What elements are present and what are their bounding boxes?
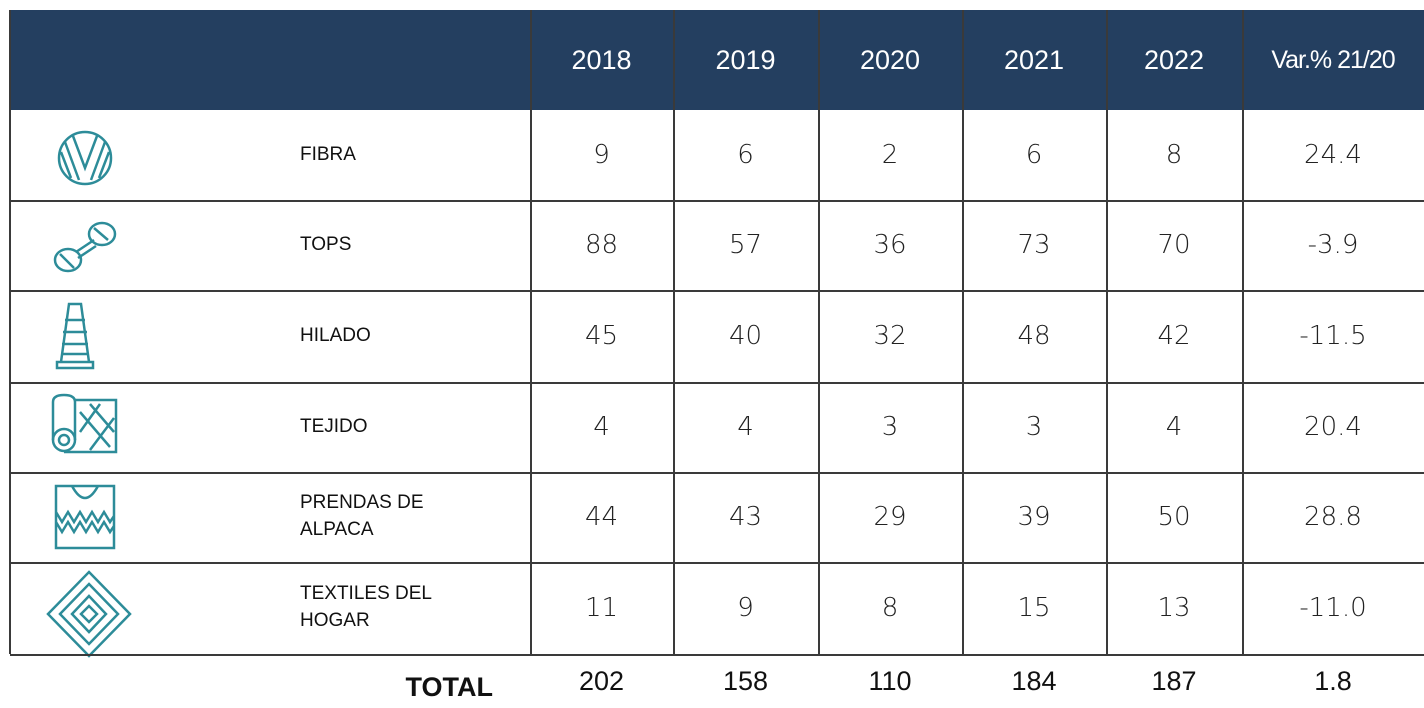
icon-fibra	[57, 130, 113, 186]
cell: 24.4	[1304, 140, 1362, 170]
cell: 40	[728, 321, 763, 351]
cell: 9	[593, 140, 610, 170]
cell: 15	[1017, 593, 1051, 623]
column-border	[818, 10, 820, 654]
icon-textiles	[46, 570, 132, 658]
column-border	[530, 10, 532, 654]
row-label: FIBRA	[300, 143, 356, 165]
cell: 8	[1165, 140, 1183, 170]
row-label: PRENDAS DE ALPACA	[300, 492, 424, 540]
cell: 4	[737, 412, 754, 442]
cell: -11.0	[1299, 593, 1367, 623]
cell: 50	[1157, 502, 1191, 532]
column-border	[1106, 10, 1108, 654]
cell: 48	[1017, 321, 1051, 351]
cell: 6	[1025, 140, 1043, 170]
header-cell: 2018	[571, 44, 632, 75]
cell: 11	[584, 593, 619, 623]
column-border	[673, 10, 675, 654]
cell: 13	[1157, 593, 1191, 623]
cell: 3	[1025, 412, 1043, 442]
row-border	[10, 382, 1424, 384]
total-cell: 187	[1151, 665, 1197, 696]
row-border	[10, 290, 1424, 292]
row-label: TEXTILES DEL HOGAR	[300, 583, 432, 631]
cell: 20.4	[1304, 412, 1362, 442]
cell: 6	[737, 140, 754, 170]
cell: -3.9	[1307, 230, 1359, 260]
cell: 2	[881, 140, 899, 170]
icon-tops	[53, 221, 117, 273]
cell: 88	[584, 230, 619, 260]
header-cell: 2022	[1143, 44, 1205, 75]
total-cell: 110	[868, 665, 912, 696]
row-label: TEJIDO	[300, 415, 368, 437]
total-cell: 1.8	[1314, 665, 1352, 696]
row-border	[10, 200, 1424, 202]
header-cell: 2020	[859, 44, 921, 75]
total-cell: 184	[1011, 665, 1057, 696]
cell: 39	[1017, 502, 1051, 532]
row-border	[10, 562, 1424, 564]
total-cell: 158	[722, 665, 769, 696]
icon-tejido	[51, 393, 118, 454]
total-cell: 202	[578, 665, 625, 696]
icon-prendas	[54, 484, 116, 550]
cell: 36	[873, 230, 907, 260]
row-border	[10, 472, 1424, 474]
cell: 28.8	[1304, 502, 1362, 532]
total-label: TOTAL	[405, 671, 494, 702]
header-cell: 2021	[1003, 44, 1065, 75]
table-border	[9, 10, 11, 654]
cell: -11.5	[1299, 321, 1367, 351]
row-label: TOPS	[300, 233, 352, 255]
column-border	[1242, 10, 1244, 654]
row-border	[10, 654, 1424, 656]
cell: 43	[728, 502, 763, 532]
cell: 4	[1165, 412, 1183, 442]
header-cell: 2019	[715, 44, 776, 75]
header-row	[10, 10, 1424, 110]
header-cell: Var.% 21/20	[1271, 45, 1395, 74]
cell: 57	[728, 230, 763, 260]
cell: 44	[584, 502, 619, 532]
cell: 3	[881, 412, 899, 442]
column-border	[962, 10, 964, 654]
cell: 73	[1017, 230, 1051, 260]
cell: 42	[1157, 321, 1191, 351]
cell: 29	[873, 502, 907, 532]
icon-hilado	[55, 302, 95, 370]
cell: 4	[593, 412, 610, 442]
cell: 8	[881, 593, 899, 623]
cell: 45	[584, 321, 619, 351]
cell: 70	[1157, 230, 1191, 260]
cell: 32	[873, 321, 907, 351]
row-label: HILADO	[300, 324, 371, 346]
cell: 9	[737, 593, 754, 623]
